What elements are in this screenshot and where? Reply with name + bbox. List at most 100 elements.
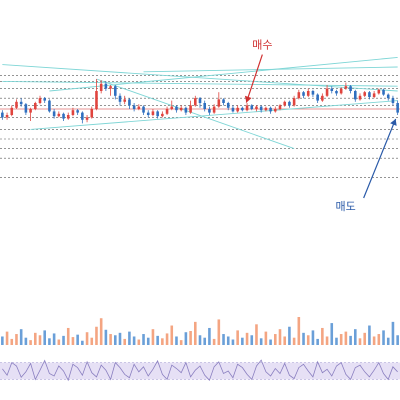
volume-bar-79 xyxy=(372,336,376,345)
candle-body xyxy=(19,101,23,105)
volume-bar-82 xyxy=(386,337,390,345)
candle-0 xyxy=(1,110,4,120)
volume-bar-66 xyxy=(311,330,315,345)
candle-27 xyxy=(128,98,131,109)
volume-bar-56 xyxy=(264,331,268,345)
candle-14 xyxy=(66,112,70,120)
volume-bar-12 xyxy=(57,339,61,345)
volume-bar-23 xyxy=(109,334,112,345)
candle-body xyxy=(175,106,178,111)
volume-bar-27 xyxy=(128,331,131,345)
candle-body xyxy=(52,111,56,117)
volume-bar-36 xyxy=(170,325,174,345)
candle-49 xyxy=(231,105,235,113)
volume-bar-68 xyxy=(321,327,324,345)
volume-bar-61 xyxy=(288,326,291,345)
candle-38 xyxy=(179,105,183,112)
candle-body xyxy=(99,83,103,91)
candle-47 xyxy=(222,98,225,106)
volume-bar-57 xyxy=(269,339,272,345)
volume-bar-67 xyxy=(316,338,319,345)
sell-arrow-line xyxy=(363,118,397,199)
candle-body xyxy=(386,94,390,99)
candle-70 xyxy=(330,86,334,94)
volume-bar-8 xyxy=(38,335,42,345)
candle-body xyxy=(81,112,84,120)
volume-bar-30 xyxy=(142,334,145,345)
candle-body xyxy=(377,89,381,94)
volume-bar-5 xyxy=(24,337,28,345)
candle-4 xyxy=(19,98,23,107)
candle-body xyxy=(1,112,4,118)
candle-body xyxy=(24,104,28,113)
sell-arrow-head xyxy=(390,119,397,126)
candle-33 xyxy=(156,110,159,119)
volume-bar-44 xyxy=(208,327,211,345)
candle-body xyxy=(165,109,169,114)
candle-body xyxy=(114,86,117,96)
candle-68 xyxy=(321,93,324,102)
volume-bar-53 xyxy=(250,335,254,345)
volume-bar-35 xyxy=(165,333,169,345)
candle-13 xyxy=(62,112,65,121)
volume-bar-64 xyxy=(302,332,305,345)
volume-bar-73 xyxy=(344,331,348,345)
candle-body xyxy=(372,93,376,97)
candle-24 xyxy=(114,85,117,100)
volume-bar-80 xyxy=(377,334,381,345)
volume-bar-76 xyxy=(358,338,362,345)
oscillator-range-band xyxy=(0,362,400,380)
volume-bar-9 xyxy=(43,330,46,345)
candle-body xyxy=(123,99,126,102)
candle-body xyxy=(76,110,79,113)
candle-81 xyxy=(382,88,385,96)
volume-bar-28 xyxy=(132,336,136,345)
candle-body xyxy=(363,92,366,96)
candle-37 xyxy=(175,105,178,113)
candle-20 xyxy=(95,79,98,111)
volume-bar-71 xyxy=(335,337,338,345)
candle-body xyxy=(104,83,108,89)
candle-51 xyxy=(241,106,244,112)
volume-bar-6 xyxy=(29,340,32,345)
buy-annotation: 매수 xyxy=(244,39,272,103)
candle-body xyxy=(236,107,239,112)
volume-bar-47 xyxy=(222,334,225,345)
volume-bar-7 xyxy=(34,332,37,345)
candle-body xyxy=(142,106,145,113)
candle-7 xyxy=(34,101,37,111)
candle-body xyxy=(29,109,32,113)
candle-48 xyxy=(226,101,230,111)
volume-bar-33 xyxy=(156,335,159,345)
candle-12 xyxy=(57,111,61,118)
candle-body xyxy=(264,107,268,111)
candle-29 xyxy=(137,104,141,111)
sell-label: 매도 xyxy=(336,200,356,213)
volume-bar-43 xyxy=(203,337,206,345)
volume-bar-83 xyxy=(391,321,395,345)
candle-73 xyxy=(344,82,348,90)
buy-label: 매수 xyxy=(252,39,272,52)
candle-8 xyxy=(38,95,42,105)
trendline-3 xyxy=(30,100,398,130)
candle-67 xyxy=(316,93,319,103)
candle-3 xyxy=(15,99,18,109)
volume-bar-21 xyxy=(99,318,103,345)
volume-bar-78 xyxy=(368,325,371,345)
candle-62 xyxy=(292,95,296,107)
candle-body xyxy=(57,113,61,117)
candle-body xyxy=(288,101,291,106)
candle-72 xyxy=(339,87,343,95)
volume-bar-63 xyxy=(297,317,301,345)
candle-body xyxy=(128,99,131,106)
candle-19 xyxy=(90,106,94,119)
volume-bar-41 xyxy=(194,321,197,345)
volume-bar-25 xyxy=(118,332,122,345)
volume-bar-20 xyxy=(95,326,98,345)
candle-76 xyxy=(358,93,362,101)
candle-25 xyxy=(118,93,122,106)
candle-body xyxy=(339,88,343,94)
volume-bar-46 xyxy=(217,319,221,345)
